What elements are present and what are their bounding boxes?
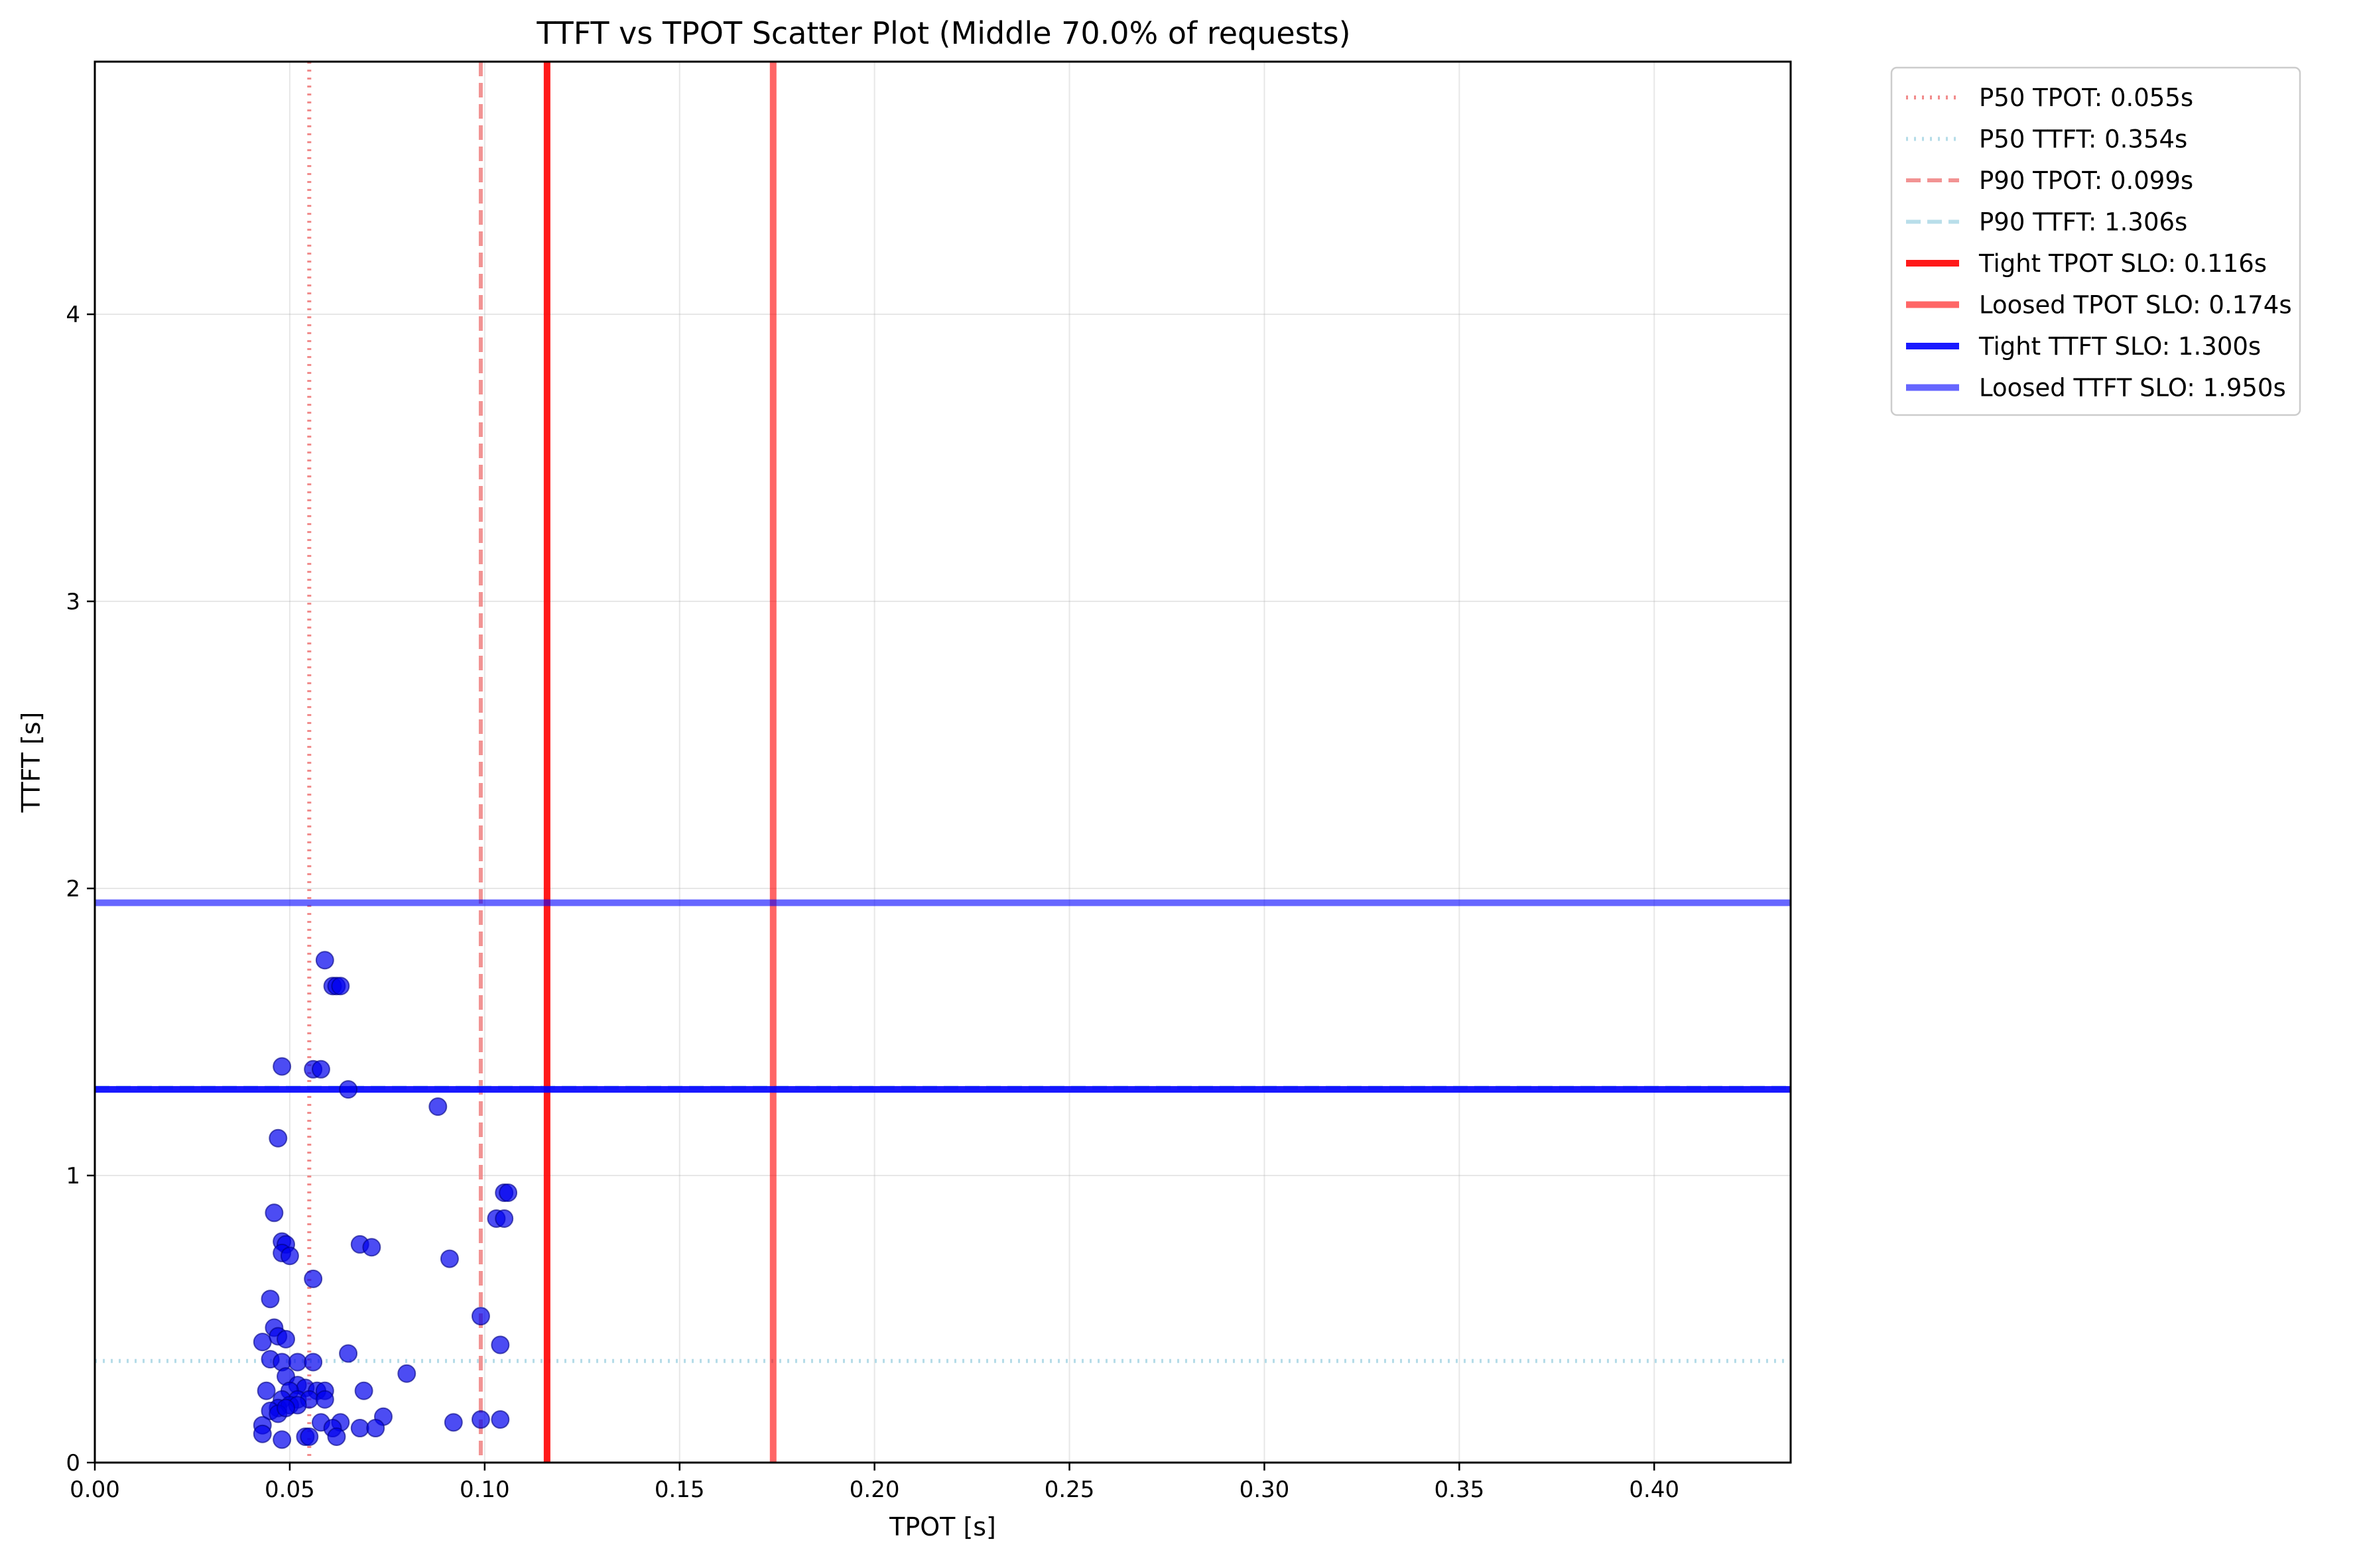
scatter-point [444, 1413, 463, 1432]
y-tick-label: 2 [66, 876, 80, 902]
scatter-point [471, 1410, 490, 1429]
legend-entry: Loosed TPOT SLO: 0.174s [1979, 291, 2292, 320]
scatter-point [495, 1209, 514, 1228]
scatter-point [277, 1398, 296, 1417]
x-tick-label: 0.40 [1629, 1477, 1679, 1503]
y-axis-label: TTFT [s] [17, 712, 46, 814]
y-tick-label: 1 [66, 1163, 80, 1189]
scatter-point [273, 1430, 292, 1449]
scatter-point [269, 1128, 288, 1148]
reference-lines [95, 62, 1791, 1463]
scatter-point [253, 1424, 272, 1443]
x-tick-label: 0.35 [1435, 1477, 1485, 1503]
legend-entry: Tight TPOT SLO: 0.116s [1978, 249, 2267, 278]
y-tick-label: 0 [66, 1450, 80, 1477]
scatter-point [304, 1269, 323, 1288]
scatter-point [304, 1353, 323, 1372]
scatter-point [491, 1335, 510, 1355]
x-tick-label: 0.00 [70, 1477, 120, 1503]
legend-entry: P90 TTFT: 1.306s [1979, 208, 2187, 237]
legend-entry: Tight TTFT SLO: 1.300s [1978, 332, 2261, 361]
axis-ticks: 0.00 0.05 0.10 0.15 0.20 0.25 0.30 0.35 0.40 0 1 2 3… [66, 302, 1679, 1503]
x-tick-label: 0.25 [1045, 1477, 1095, 1503]
legend-entry: P50 TPOT: 0.055s [1979, 84, 2193, 112]
scatter-point [288, 1353, 307, 1372]
legend: P50 TPOT: 0.055s P50 TTFT: 0.354s P90 TPOT… [1890, 66, 2301, 416]
scatter-point [311, 1059, 330, 1079]
scatter-point [273, 1057, 292, 1076]
scatter-point [315, 1390, 334, 1409]
x-tick-label: 0.20 [850, 1477, 900, 1503]
scatter-point [339, 1080, 358, 1099]
scatter-point [499, 1183, 518, 1202]
y-tick-label: 3 [66, 589, 80, 615]
plot-area [95, 62, 1791, 1463]
data-points [253, 951, 518, 1449]
scatter-point [491, 1410, 510, 1429]
scatter-point [339, 1344, 358, 1363]
x-axis-label: TPOT [s] [889, 1512, 996, 1541]
legend-entry: Loosed TTFT SLO: 1.950s [1979, 374, 2286, 402]
scatter-point [331, 977, 350, 996]
scatter-point [440, 1249, 459, 1268]
scatter-point [354, 1381, 373, 1400]
x-tick-label: 0.05 [265, 1477, 315, 1503]
plot-frame [94, 60, 1792, 1464]
scatter-point [327, 1427, 346, 1447]
y-tick-label: 4 [66, 302, 80, 328]
x-tick-label: 0.30 [1240, 1477, 1290, 1503]
legend-entry: P50 TTFT: 0.354s [1979, 125, 2187, 154]
scatter-point [471, 1307, 490, 1326]
scatter-point [362, 1238, 381, 1257]
scatter-point [280, 1246, 299, 1266]
scatter-point [428, 1097, 448, 1116]
scatter-point [350, 1419, 369, 1438]
scatter-point [397, 1364, 416, 1383]
scatter-point [265, 1203, 284, 1223]
x-tick-label: 0.10 [460, 1477, 510, 1503]
chart-title: TTFT vs TPOT Scatter Plot (Middle 70.0% … [536, 15, 1350, 51]
legend-box [1890, 66, 2301, 416]
scatter-point [253, 1333, 272, 1352]
x-tick-label: 0.15 [655, 1477, 705, 1503]
scatter-point [261, 1290, 280, 1309]
scatter-point [300, 1427, 319, 1447]
legend-entry: P90 TPOT: 0.099s [1979, 166, 2193, 195]
scatter-point [315, 951, 334, 970]
scatter-point [257, 1381, 276, 1400]
scatter-point [366, 1419, 385, 1438]
scatter-point [277, 1329, 296, 1349]
